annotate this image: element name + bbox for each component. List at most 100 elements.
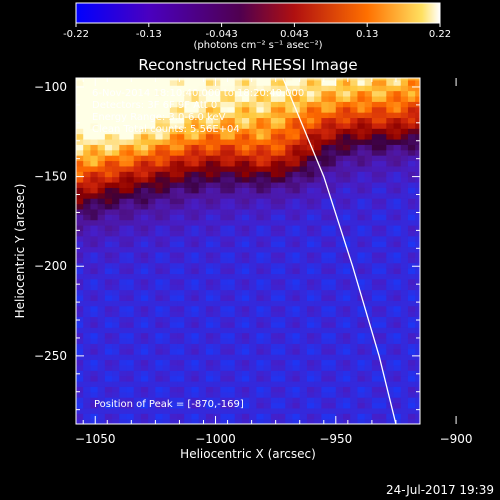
heatmap-cell: [328, 316, 337, 323]
heatmap-cell: [90, 181, 99, 188]
heatmap-cell: [299, 262, 308, 269]
heatmap-cell: [198, 219, 207, 226]
heatmap-cell: [133, 149, 142, 156]
heatmap-cell: [407, 165, 416, 172]
heatmap-cell: [198, 413, 207, 420]
heatmap-cell: [104, 171, 113, 178]
heatmap-cell: [140, 214, 149, 221]
heatmap-cell: [148, 268, 156, 275]
heatmap-cell: [198, 407, 207, 414]
heatmap-cell: [285, 160, 294, 167]
heatmap-cell: [162, 208, 171, 215]
heatmap-cell: [292, 268, 301, 275]
heatmap-cell: [112, 155, 120, 162]
heatmap-cell: [299, 251, 308, 258]
heatmap-cell: [162, 181, 171, 188]
heatmap-cell: [234, 149, 243, 156]
heatmap-cell: [155, 160, 164, 167]
heatmap-cell: [162, 112, 171, 119]
heatmap-cell: [155, 230, 164, 237]
heatmap-cell: [256, 160, 265, 167]
heatmap-cell: [155, 257, 164, 264]
heatmap-cell: [191, 230, 200, 237]
heatmap-cell: [314, 122, 322, 129]
heatmap-cell: [256, 321, 265, 328]
heatmap-cell: [357, 257, 366, 264]
heatmap-cell: [357, 278, 366, 285]
heatmap-cell: [292, 413, 301, 420]
heatmap-cell: [205, 235, 214, 242]
heatmap-cell: [205, 321, 214, 328]
heatmap-cell: [335, 289, 344, 296]
heatmap-cell: [148, 165, 156, 172]
heatmap-cell: [357, 316, 366, 323]
heatmap-cell: [400, 241, 409, 248]
heatmap-cell: [343, 391, 351, 398]
heatmap-cell: [97, 413, 106, 420]
heatmap-cell: [379, 112, 387, 119]
heatmap-cell: [314, 284, 322, 291]
heatmap-cell: [299, 354, 308, 361]
heatmap-cell: [234, 85, 243, 92]
heatmap-cell: [169, 332, 178, 339]
heatmap-cell: [249, 246, 258, 253]
heatmap-cell: [148, 348, 156, 355]
heatmap-cell: [292, 198, 301, 205]
heatmap-cell: [379, 289, 387, 296]
heatmap-cell: [371, 79, 380, 86]
heatmap-cell: [306, 337, 315, 344]
heatmap-cell: [220, 354, 229, 361]
heatmap-cell: [379, 90, 387, 97]
heatmap-cell: [350, 332, 359, 339]
heatmap-cell: [119, 343, 128, 350]
heatmap-cell: [191, 187, 200, 194]
heatmap-cell: [169, 321, 178, 328]
heatmap-cell: [249, 79, 258, 86]
heatmap-cell: [350, 407, 359, 414]
heatmap-cell: [220, 294, 229, 301]
heatmap-cell: [119, 284, 128, 291]
heatmap-cell: [241, 343, 250, 350]
heatmap-cell: [285, 198, 294, 205]
heatmap-cell: [292, 219, 301, 226]
heatmap-cell: [205, 117, 214, 124]
heatmap-cell: [97, 386, 106, 393]
heatmap-cell: [213, 133, 221, 140]
heatmap-cell: [112, 380, 120, 387]
heatmap-cell: [191, 262, 200, 269]
heatmap-cell: [306, 251, 315, 258]
heatmap-cell: [400, 386, 409, 393]
heatmap-cell: [213, 101, 221, 108]
heatmap-cell: [292, 241, 301, 248]
heatmap-cell: [126, 133, 135, 140]
heatmap-cell: [364, 117, 373, 124]
heatmap-cell: [292, 311, 301, 318]
heatmap-cell: [76, 187, 84, 194]
heatmap-cell: [256, 230, 265, 237]
heatmap-cell: [220, 262, 229, 269]
heatmap-cell: [400, 300, 409, 307]
heatmap-cell: [256, 311, 265, 318]
heatmap-cell: [227, 386, 236, 393]
heatmap-cell: [350, 294, 359, 301]
heatmap-cell: [299, 407, 308, 414]
heatmap-cell: [335, 273, 344, 280]
heatmap-cell: [227, 95, 236, 102]
heatmap-cell: [364, 391, 373, 398]
heatmap-cell: [364, 165, 373, 172]
heatmap-cell: [126, 160, 135, 167]
heatmap-cell: [119, 187, 128, 194]
heatmap-cell: [155, 106, 164, 113]
heatmap-cell: [371, 219, 380, 226]
heatmap-cell: [205, 343, 214, 350]
heatmap-cell: [343, 90, 351, 97]
heatmap-cell: [256, 219, 265, 226]
heatmap-cell: [234, 370, 243, 377]
heatmap-cell: [285, 391, 294, 398]
heatmap-cell: [205, 370, 214, 377]
heatmap-cell: [350, 214, 359, 221]
heatmap-cell: [371, 397, 380, 404]
heatmap-cell: [357, 337, 366, 344]
heatmap-cell: [256, 316, 265, 323]
heatmap-cell: [278, 117, 286, 124]
